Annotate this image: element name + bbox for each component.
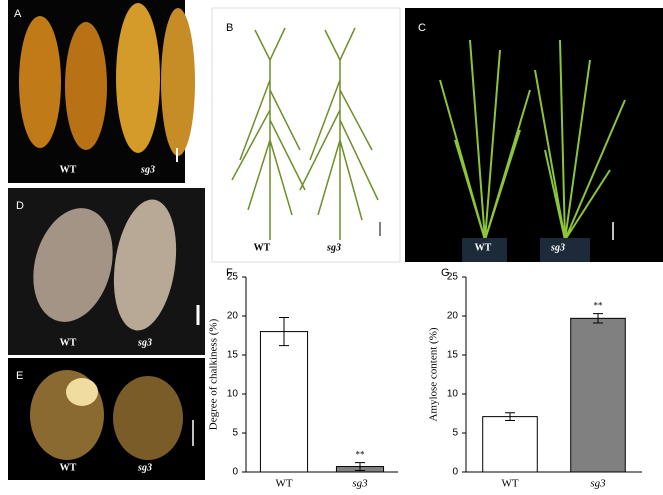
error-bar	[593, 313, 603, 324]
x-tick-label: WT	[501, 478, 518, 490]
y-axis-title: Degree of chalkiness (%)	[208, 318, 220, 430]
photo-caption: WT	[254, 242, 271, 253]
y-tick-label: 20	[227, 311, 239, 322]
error-bar	[355, 462, 365, 471]
photo-b	[211, 7, 401, 263]
significance: **	[594, 301, 604, 311]
y-tick-label: 0	[452, 467, 458, 478]
y-tick-label: 5	[452, 428, 458, 439]
photo-caption: WT	[60, 337, 77, 348]
y-axis-title: Amylose content (%)	[428, 327, 440, 421]
photo-caption: sg3	[550, 242, 565, 253]
y-tick-label: 10	[447, 389, 459, 400]
panel-label: A	[14, 8, 22, 20]
photo-c	[405, 8, 663, 262]
grains-a	[19, 3, 195, 162]
error-bar	[505, 412, 515, 422]
x-tick-label: sg3	[590, 478, 606, 490]
bar	[570, 317, 626, 473]
photo-caption: WT	[60, 164, 77, 175]
panel-label: G	[441, 267, 450, 279]
y-tick-label: 15	[227, 350, 239, 361]
y-tick-label: 5	[232, 428, 238, 439]
photo-caption: sg3	[326, 242, 341, 253]
grains-e	[30, 370, 194, 460]
y-tick-label: 10	[227, 389, 239, 400]
significance: **	[356, 450, 366, 460]
bar	[259, 331, 309, 473]
photo-caption: WT	[60, 462, 77, 473]
y-tick-label: 20	[447, 311, 459, 322]
photo-caption: sg3	[137, 337, 152, 348]
x-tick-label: sg3	[352, 478, 368, 490]
x-tick-label: WT	[275, 478, 292, 490]
error-bar	[279, 317, 289, 347]
bar	[482, 416, 538, 473]
photo-caption: sg3	[137, 462, 152, 473]
panel-label: C	[418, 22, 426, 34]
panel-label: B	[226, 22, 233, 34]
photo-caption: sg3	[140, 164, 155, 175]
panel-label: D	[16, 200, 24, 212]
y-tick-label: 25	[447, 272, 459, 283]
panicles-b	[231, 27, 381, 240]
panel-label: E	[16, 370, 23, 382]
panel-label: F	[226, 267, 233, 279]
y-tick-label: 25	[227, 272, 239, 283]
grains-d	[33, 199, 200, 331]
y-tick-label: 15	[447, 350, 459, 361]
plants-c	[439, 39, 626, 262]
y-tick-label: 0	[232, 467, 238, 478]
photo-caption: WT	[475, 242, 492, 253]
